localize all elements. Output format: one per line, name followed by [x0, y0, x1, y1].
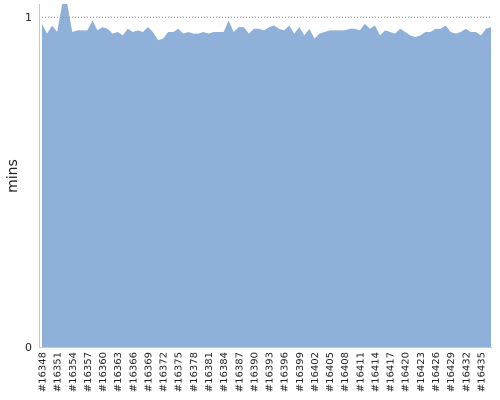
x-tick-label: #16435	[476, 352, 487, 392]
x-tick-label: #16417	[386, 352, 397, 392]
x-tick-label: #16348	[38, 352, 49, 392]
y-tick-label: 0	[25, 341, 32, 354]
x-tick-label: #16399	[295, 352, 306, 392]
x-tick-label: #16396	[280, 352, 291, 392]
x-tick-label: #16366	[128, 352, 139, 392]
y-tick-labels: 01	[25, 11, 32, 354]
x-tick-label: #16375	[174, 352, 185, 392]
x-tick-label: #16378	[189, 352, 200, 392]
y-axis-title: mins	[5, 159, 21, 193]
x-tick-label: #16414	[370, 352, 381, 392]
x-tick-label: #16369	[143, 352, 154, 392]
x-tick-label: #16402	[310, 352, 321, 392]
x-tick-label: #16411	[355, 352, 366, 392]
x-tick-label: #16423	[416, 352, 427, 392]
x-tick-label: #16354	[68, 352, 79, 392]
x-tick-labels: #16348 #16351 #16354 #16357 #16360 #16363 #163…	[38, 352, 488, 392]
plot-area	[42, 4, 491, 347]
x-tick-label: #16372	[159, 352, 170, 392]
x-tick-label: #16381	[204, 352, 215, 392]
x-tick-label: #16387	[234, 352, 245, 392]
x-tick-label: #16408	[340, 352, 351, 392]
x-tick-label: #16432	[461, 352, 472, 392]
x-tick-label: #16357	[83, 352, 94, 392]
x-tick-label: #16384	[219, 352, 230, 392]
x-tick-label: #16405	[325, 352, 336, 392]
x-tick-label: #16429	[446, 352, 457, 392]
x-tick-label: #16363	[113, 352, 124, 392]
x-tick-label: #16426	[431, 352, 442, 392]
x-tick-label: #16393	[265, 352, 276, 392]
x-tick-label: #16390	[249, 352, 260, 392]
y-tick-label: 1	[25, 11, 32, 24]
x-tick-label: #16360	[98, 352, 109, 392]
x-tick-label: #16351	[53, 352, 64, 392]
series-area	[42, 4, 491, 347]
x-tick-label: #16420	[401, 352, 412, 392]
